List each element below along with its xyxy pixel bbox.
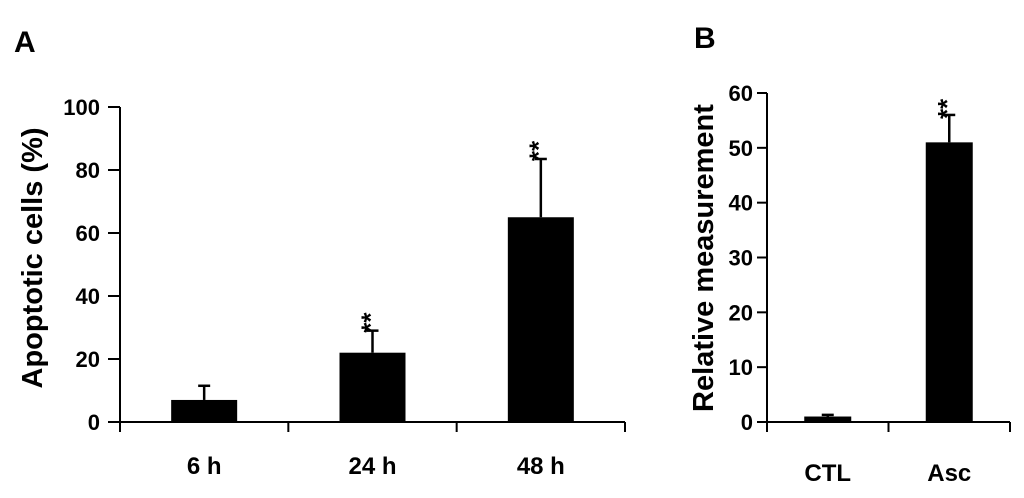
panel-a-chart: A Apoptotic cells (%) 0 20 40 60 80 100 6 h 24 … (14, 26, 626, 480)
panel-a-bar (171, 399, 238, 422)
panel-b-y-tick-label: 40 (729, 191, 753, 216)
panel-b-y-tick-label: 50 (729, 136, 753, 161)
panel-b-y-tick-label: 20 (729, 300, 753, 325)
panel-b-significance-label: ** (932, 98, 962, 119)
panel-a-y-tick-label: 0 (88, 410, 100, 435)
panel-b-y-axis-title: Relative measurement (688, 104, 720, 412)
panel-a-y-tick-label: 40 (76, 284, 100, 309)
panel-b-y-tick-label: 0 (741, 410, 753, 435)
panel-a-y-axis-title: Apoptotic cells (%) (17, 127, 49, 388)
panel-a-letter: A (14, 26, 36, 59)
panel-a-y-tick-label: 100 (63, 95, 100, 120)
panel-a-category-label: 6 h (187, 453, 222, 480)
panel-b-chart: B Relative measurement 0 10 20 30 40 50 60 CTL A… (688, 22, 1011, 487)
panel-b-y-tick-label: 10 (729, 355, 753, 380)
panel-a-significance-label: ** (524, 140, 554, 161)
panel-a-y-tick-label: 80 (76, 158, 100, 183)
panel-a-category-label: 48 h (517, 453, 565, 480)
panel-b-category-label: CTL (804, 460, 851, 487)
panel-a-bar (339, 352, 406, 422)
panel-a-significance-label: ** (355, 312, 385, 333)
panel-a-y-tick-label: 60 (76, 221, 100, 246)
panel-b-letter: B (694, 22, 716, 55)
panel-b-bar (925, 142, 973, 422)
panel-a-y-tick-label: 20 (76, 347, 100, 372)
panel-b-bar (804, 416, 852, 422)
panel-b-category-label: Asc (927, 460, 971, 487)
panel-b-y-tick-label: 30 (729, 246, 753, 271)
panel-a-category-label: 24 h (348, 453, 396, 480)
panel-a-bar (507, 217, 574, 422)
panel-b-y-tick-label: 60 (729, 81, 753, 106)
